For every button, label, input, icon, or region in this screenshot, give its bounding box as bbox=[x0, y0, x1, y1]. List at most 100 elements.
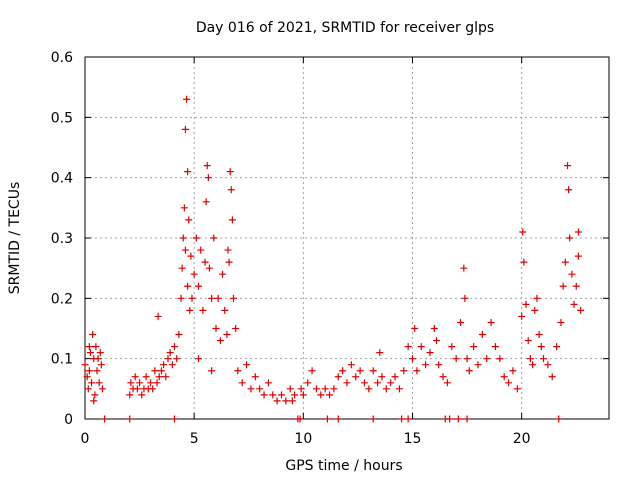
data-point bbox=[153, 379, 161, 387]
y-tick-label: 0.2 bbox=[51, 291, 73, 307]
y-tick-label: 0.5 bbox=[51, 110, 73, 126]
data-point bbox=[227, 186, 235, 194]
data-point bbox=[577, 306, 585, 314]
data-point bbox=[474, 361, 482, 369]
data-point bbox=[179, 234, 187, 242]
data-point bbox=[219, 270, 227, 278]
data-point bbox=[478, 331, 486, 339]
data-point bbox=[570, 300, 578, 308]
data-point bbox=[278, 391, 285, 399]
data-point bbox=[505, 379, 513, 387]
data-point bbox=[557, 318, 565, 326]
data-point bbox=[273, 397, 281, 405]
data-point bbox=[178, 264, 186, 272]
data-point bbox=[520, 258, 528, 266]
data-point bbox=[454, 415, 462, 423]
data-point bbox=[574, 252, 582, 260]
data-point bbox=[228, 216, 236, 224]
data-point bbox=[93, 367, 101, 375]
data-point bbox=[238, 379, 246, 387]
data-point bbox=[378, 373, 386, 381]
data-point bbox=[446, 415, 454, 423]
data-point bbox=[149, 385, 157, 393]
data-point bbox=[204, 174, 212, 182]
data-point bbox=[430, 325, 438, 332]
data-point bbox=[555, 415, 563, 423]
data-point bbox=[387, 379, 395, 387]
data-point bbox=[465, 367, 473, 375]
data-point bbox=[101, 415, 109, 423]
data-point bbox=[168, 361, 176, 369]
data-point bbox=[326, 391, 334, 399]
data-point bbox=[312, 385, 320, 393]
y-tick-label: 0.3 bbox=[51, 231, 73, 247]
data-point bbox=[243, 361, 251, 369]
data-point bbox=[540, 355, 547, 363]
data-point bbox=[365, 385, 373, 393]
data-point bbox=[352, 373, 360, 381]
data-point bbox=[374, 379, 382, 387]
data-point bbox=[544, 361, 552, 369]
y-tick-label: 0.1 bbox=[51, 352, 73, 368]
data-point bbox=[171, 343, 179, 351]
y-tick-label: 0.4 bbox=[51, 171, 73, 187]
data-point bbox=[98, 385, 106, 393]
data-point bbox=[519, 228, 527, 236]
data-point bbox=[286, 385, 294, 393]
data-point bbox=[299, 391, 307, 399]
data-point bbox=[411, 325, 419, 332]
y-axis-ticks: 0 0.1 0.2 0.3 0.4 0.5 0.6 bbox=[51, 50, 609, 428]
data-point bbox=[356, 367, 364, 375]
data-point bbox=[391, 373, 399, 381]
data-point bbox=[164, 355, 172, 363]
data-point bbox=[202, 198, 210, 206]
x-axis-ticks: 0 5 10 15 20 bbox=[81, 57, 531, 447]
x-tick-label: 10 bbox=[294, 431, 312, 447]
data-point bbox=[564, 162, 572, 170]
data-point bbox=[417, 343, 425, 351]
data-point bbox=[203, 162, 211, 170]
data-point bbox=[184, 282, 192, 290]
data-point bbox=[160, 361, 168, 369]
data-point bbox=[500, 373, 508, 381]
y-tick-label: 0 bbox=[64, 412, 73, 428]
data-point bbox=[205, 264, 213, 272]
data-point bbox=[566, 234, 574, 242]
chart-title: Day 016 of 2021, SRMTID for receiver glp… bbox=[196, 20, 494, 36]
x-tick-label: 15 bbox=[404, 431, 422, 447]
data-point bbox=[247, 385, 255, 393]
data-points bbox=[81, 95, 585, 423]
y-tick-label: 0.6 bbox=[51, 50, 73, 66]
data-point bbox=[126, 415, 134, 423]
data-point bbox=[347, 361, 355, 369]
x-tick-label: 5 bbox=[190, 431, 199, 447]
data-point bbox=[460, 264, 468, 272]
data-point bbox=[208, 367, 216, 375]
data-point bbox=[173, 355, 181, 363]
data-point bbox=[86, 349, 94, 357]
data-point bbox=[334, 373, 342, 381]
data-point bbox=[369, 367, 377, 375]
data-point bbox=[224, 246, 232, 254]
data-point bbox=[138, 391, 146, 399]
data-point bbox=[142, 373, 150, 381]
data-point bbox=[83, 373, 91, 381]
data-point bbox=[97, 361, 105, 369]
data-point bbox=[448, 343, 456, 351]
data-point bbox=[435, 361, 443, 369]
data-point bbox=[136, 379, 144, 387]
data-point bbox=[180, 204, 188, 212]
data-point bbox=[439, 373, 447, 381]
data-point bbox=[181, 246, 189, 254]
data-point bbox=[223, 331, 231, 339]
data-point bbox=[210, 234, 218, 242]
data-point bbox=[513, 385, 521, 393]
data-point bbox=[330, 385, 338, 393]
data-point bbox=[457, 318, 465, 326]
data-point bbox=[568, 270, 576, 278]
data-point bbox=[572, 282, 580, 290]
data-point bbox=[533, 294, 541, 302]
data-point bbox=[85, 343, 93, 351]
data-point bbox=[186, 306, 194, 314]
